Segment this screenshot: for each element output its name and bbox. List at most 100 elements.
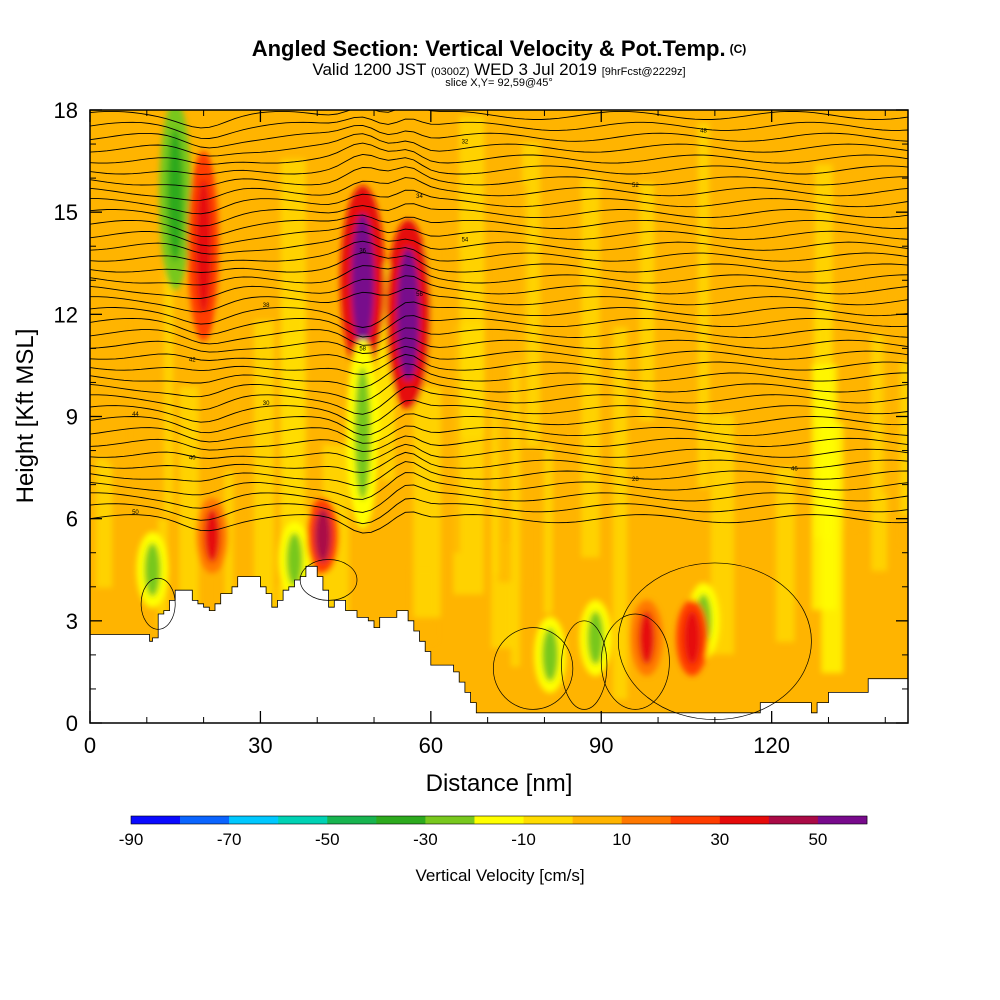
velocity-cell [144,543,161,597]
isentrope-line [90,374,908,402]
velocity-streak [612,327,628,700]
subtitle-run: [9hrFcst@2229z] [601,66,686,78]
colorbar-swatch [768,816,819,824]
theta-label: 30 [263,401,270,407]
y-tick-label: 0 [66,711,78,736]
theta-label: 56 [416,292,423,298]
isentrope-line [90,133,908,157]
isentrope-line [90,413,908,436]
x-axis: 0 30 60 90 120 [84,110,886,758]
colorbar: -90 -70 -50 -30 -10 10 30 50 [119,815,868,849]
colorbar-tick-label: -90 [119,830,144,849]
velocity-streak [459,115,485,438]
colorbar-tick-label: -30 [413,830,438,849]
x-tick-label: 120 [753,733,790,758]
colorbar-tick-label: -10 [511,830,536,849]
y-tick-label: 15 [54,200,78,225]
velocity-streak [821,422,843,674]
isentrope-line [90,451,908,474]
colorbar-swatch [229,816,279,824]
terrain [90,565,908,723]
velocity-streak [216,151,241,521]
theta-label: 36 [359,248,366,254]
colorbar-swatch [523,816,573,824]
theta-label: 52 [632,183,639,189]
theta-label: 54 [462,237,469,243]
plot-area: 50 40 30 58 56 54 52 48 46 44 42 38 36 34 32 28 [90,110,908,723]
colorbar-tick-label: 10 [612,830,631,849]
velocity-contour [561,620,608,710]
isentrope-line [90,231,908,255]
colorbar-swatch [621,816,672,824]
velocity-cell [314,509,331,563]
isentrope-line [90,116,908,139]
chart-title: Angled Section: Vertical Velocity & Pot.… [90,36,908,62]
colorbar-swatch [817,816,868,824]
isentrope-line [90,443,908,462]
theta-label: 38 [263,303,270,309]
y-tick-label: 3 [66,609,78,634]
velocity-cell [204,509,221,563]
isentrope-line [90,275,908,299]
colorbar-swatch [572,816,622,824]
velocity-streak [163,213,174,515]
velocity-streak [710,414,735,655]
theta-label: 32 [462,139,469,145]
isentrope-line [90,484,908,513]
velocity-streak [450,250,461,553]
velocity-contour [299,559,358,601]
colorbar-swatch [719,816,770,824]
velocity-streak [107,317,128,465]
theta-label: 40 [189,455,196,461]
isentrope-line [90,425,908,444]
velocity-cell [684,611,701,665]
chart-title-mark: (C) [729,42,747,56]
chart-title-text: Angled Section: Vertical Velocity & Pot.… [251,36,726,61]
y-tick-label: 12 [54,302,78,327]
colorbar-frame [130,815,868,825]
isentrope-line [90,353,908,375]
isentrope-line [90,461,908,487]
theta-label: 50 [132,510,139,516]
colorbar-tick-label: 30 [710,830,729,849]
isentrope-line [90,124,908,149]
isentrope-line [90,153,908,175]
isentrope-line [90,497,908,525]
colorbar-swatch [180,816,230,824]
isentrope-line [90,177,908,201]
isentrope-line [90,142,908,165]
isentrope-line [90,166,908,188]
velocity-cell [286,532,303,587]
isentrope-line [90,511,908,534]
isentrope-line [90,287,908,313]
theta-labels: 50 40 30 58 56 54 52 48 46 44 42 38 36 34 32 28 [132,128,798,515]
x-tick-label: 0 [84,733,96,758]
colorbar-label: Vertical Velocity [cm/s] [415,866,584,885]
isentrope-line [90,386,908,415]
theta-label: 48 [700,128,707,134]
colorbar-swatch [425,816,475,824]
y-tick-label: 18 [54,98,78,123]
subtitle-date: WED 3 Jul 2019 [474,60,597,79]
velocity-streak [900,361,908,516]
velocity-streak [775,467,795,643]
y-axis-label: Height [Kft MSL] [12,329,39,504]
chart-subtitle: Valid 1200 JST (0300Z) WED 3 Jul 2019 [9… [90,60,908,82]
colorbar-swatch [278,816,328,824]
isentrope-line [90,189,908,215]
velocity-cell [638,611,655,665]
velocity-streak [543,445,553,614]
velocity-contour [492,627,574,710]
velocity-contour [600,613,670,710]
isentropes [90,110,908,534]
colorbar-swatch [376,816,426,824]
theta-label: 34 [416,194,423,200]
isentrope-line [90,203,908,227]
velocity-cell [167,128,184,262]
velocity-cell [542,628,559,682]
isentrope-line [90,240,908,263]
isentrope-line [90,301,908,328]
slice-label: slice X,Y= 92,59@45° [445,77,553,89]
velocity-streak [838,171,860,529]
